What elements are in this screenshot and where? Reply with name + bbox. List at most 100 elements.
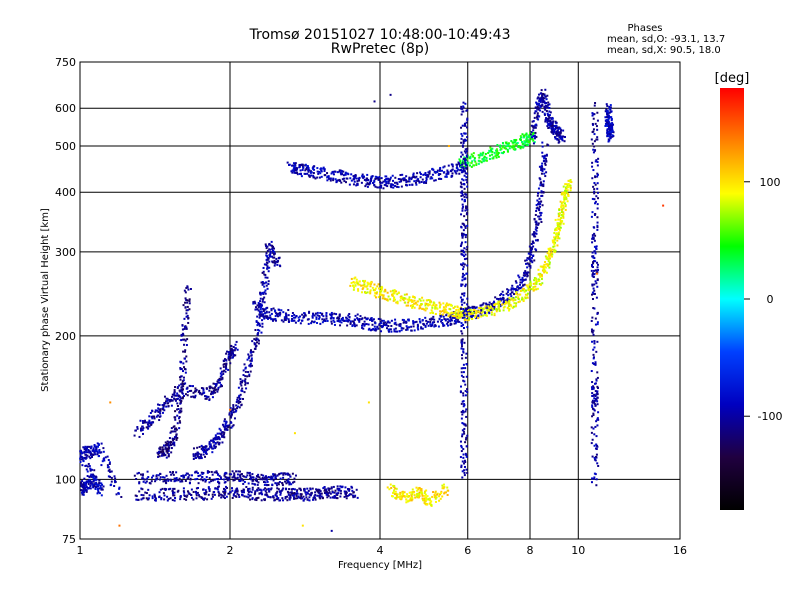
data-point bbox=[270, 255, 273, 258]
data-point bbox=[311, 316, 314, 319]
data-point bbox=[236, 407, 239, 410]
data-point bbox=[83, 451, 86, 454]
data-point bbox=[185, 312, 188, 315]
data-point bbox=[462, 205, 465, 208]
data-point bbox=[305, 493, 308, 496]
data-point bbox=[499, 294, 502, 297]
data-point bbox=[507, 301, 510, 304]
data-point bbox=[434, 179, 437, 182]
data-point bbox=[460, 314, 463, 317]
data-point bbox=[229, 362, 232, 365]
data-point bbox=[496, 153, 499, 156]
data-point bbox=[453, 305, 456, 308]
data-point bbox=[239, 475, 242, 478]
data-point bbox=[569, 189, 572, 192]
data-point bbox=[530, 124, 533, 127]
data-point bbox=[338, 315, 341, 318]
data-point bbox=[325, 312, 328, 315]
data-point bbox=[190, 488, 193, 491]
data-point bbox=[159, 409, 162, 412]
data-point bbox=[248, 490, 251, 493]
data-point bbox=[611, 129, 614, 132]
data-point bbox=[365, 183, 368, 186]
data-point bbox=[461, 207, 464, 210]
data-point bbox=[532, 142, 535, 145]
data-point bbox=[404, 320, 407, 323]
data-point bbox=[90, 473, 93, 476]
data-point bbox=[220, 378, 223, 381]
data-point bbox=[595, 195, 598, 198]
data-point bbox=[226, 476, 229, 479]
data-point bbox=[257, 339, 260, 342]
data-point bbox=[356, 318, 359, 321]
data-point bbox=[162, 450, 165, 453]
data-point bbox=[180, 407, 183, 410]
data-point bbox=[181, 382, 184, 385]
data-point bbox=[354, 174, 357, 177]
data-point bbox=[325, 315, 328, 318]
data-point bbox=[472, 152, 475, 155]
data-point bbox=[512, 305, 515, 308]
data-point bbox=[211, 451, 214, 454]
data-point bbox=[264, 273, 267, 276]
data-point bbox=[377, 178, 380, 181]
data-point bbox=[342, 174, 345, 177]
data-point bbox=[180, 383, 183, 386]
data-point bbox=[164, 400, 167, 403]
data-point bbox=[326, 319, 329, 322]
data-point bbox=[531, 233, 534, 236]
data-point bbox=[535, 280, 538, 283]
data-point bbox=[208, 477, 211, 480]
data-point bbox=[438, 301, 441, 304]
data-point bbox=[418, 298, 421, 301]
data-point bbox=[208, 489, 211, 492]
data-point bbox=[485, 314, 488, 317]
data-point bbox=[82, 493, 85, 496]
data-point bbox=[336, 320, 339, 323]
data-point bbox=[484, 312, 487, 315]
data-point bbox=[596, 323, 599, 326]
data-point bbox=[594, 149, 597, 152]
data-point bbox=[192, 458, 195, 461]
data-point bbox=[440, 177, 443, 180]
data-point bbox=[596, 207, 599, 210]
data-point bbox=[184, 393, 187, 396]
data-point bbox=[100, 464, 103, 467]
data-point bbox=[145, 421, 148, 424]
data-point bbox=[421, 296, 424, 299]
data-point bbox=[362, 175, 365, 178]
data-point bbox=[514, 141, 517, 144]
data-point bbox=[393, 485, 396, 488]
data-point bbox=[220, 370, 223, 373]
data-point bbox=[433, 321, 436, 324]
data-point bbox=[352, 281, 355, 284]
data-point bbox=[395, 290, 398, 293]
data-point bbox=[511, 146, 514, 149]
data-point bbox=[226, 424, 229, 427]
data-point bbox=[293, 319, 296, 322]
data-point bbox=[167, 449, 170, 452]
data-point bbox=[502, 297, 505, 300]
data-point bbox=[232, 479, 235, 482]
data-point bbox=[402, 179, 405, 182]
data-point bbox=[540, 89, 543, 92]
data-point bbox=[542, 265, 545, 268]
data-point bbox=[196, 472, 199, 475]
data-point bbox=[307, 311, 310, 314]
data-point bbox=[253, 493, 256, 496]
data-point bbox=[463, 169, 466, 172]
data-point bbox=[424, 307, 427, 310]
data-point bbox=[237, 400, 240, 403]
data-point bbox=[223, 490, 226, 493]
data-point bbox=[236, 476, 239, 479]
data-point bbox=[317, 172, 320, 175]
data-point bbox=[387, 330, 390, 333]
data-point bbox=[421, 307, 424, 310]
data-point bbox=[591, 273, 594, 276]
data-point bbox=[468, 310, 471, 313]
data-point bbox=[344, 319, 347, 322]
data-point bbox=[178, 376, 181, 379]
data-point bbox=[273, 499, 276, 502]
data-point bbox=[271, 248, 274, 251]
data-point bbox=[592, 394, 595, 397]
